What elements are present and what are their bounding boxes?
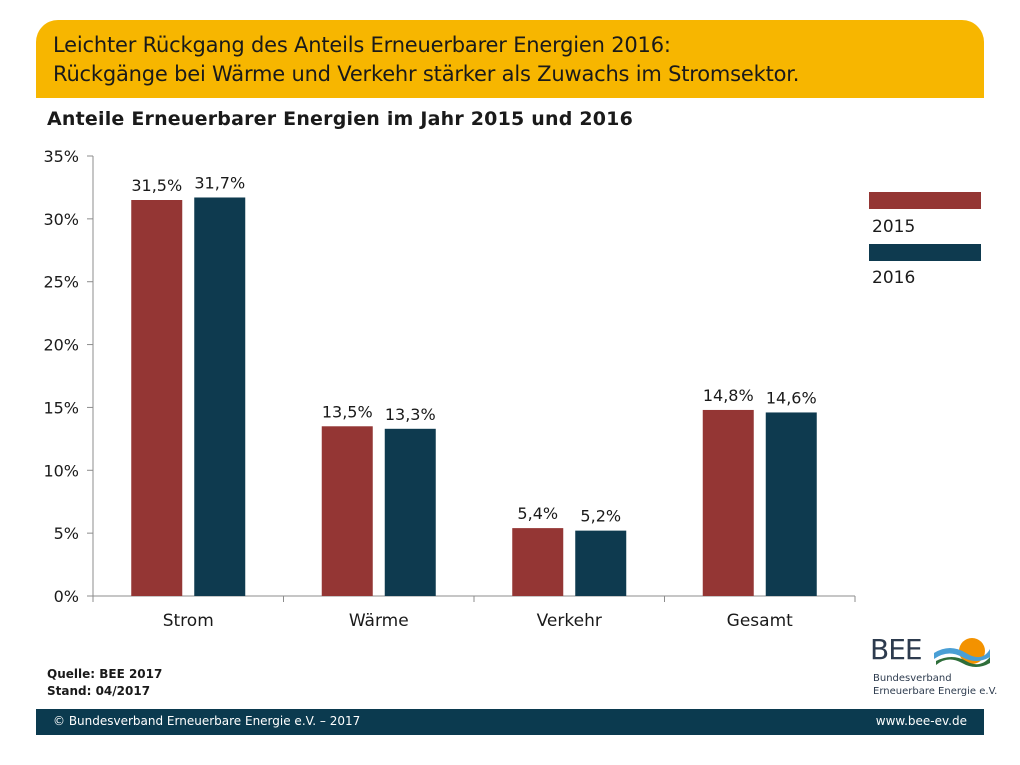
y-tick-label: 20% <box>43 336 79 355</box>
legend-label-2015: 2015 <box>872 217 916 237</box>
footer-bar: © Bundesverband Erneuerbare Energie e.V.… <box>36 709 984 735</box>
data-label-2016-2: 5,2% <box>580 507 621 526</box>
data-label-2016-1: 13,3% <box>385 405 436 424</box>
logo-sub-line2: Erneuerbare Energie e.V. <box>873 686 998 697</box>
logo-sub-line1: Bundesverband <box>873 673 952 684</box>
bar-2015-2 <box>512 528 564 596</box>
legend-swatch-2016 <box>869 244 981 261</box>
y-tick-label: 0% <box>54 587 79 606</box>
bar-2015-0 <box>131 200 183 596</box>
x-category-label: Verkehr <box>537 611 602 631</box>
y-tick-label: 25% <box>43 273 79 292</box>
chart-title: Anteile Erneuerbarer Energien im Jahr 20… <box>47 108 634 130</box>
y-tick-label: 30% <box>43 210 79 229</box>
bar-chart: 0% 5% 10% 15% 20% 25% 30% 35% 31,5% 31,7% Strom 13,… <box>43 147 856 631</box>
data-label-2015-1: 13,5% <box>322 402 373 421</box>
y-tick-label: 35% <box>43 147 79 166</box>
data-label-2015-3: 14,8% <box>703 386 754 405</box>
footer-website-link[interactable]: www.bee-ev.de <box>875 714 967 728</box>
footer-copyright: © Bundesverband Erneuerbare Energie e.V.… <box>53 714 361 728</box>
bar-2016-1 <box>384 428 436 596</box>
bar-2016-3 <box>765 412 817 596</box>
x-category-label: Wärme <box>349 611 409 631</box>
bar-2016-0 <box>194 197 246 596</box>
bee-logo: BEE Bundesverband Erneuerbare Energie e.… <box>870 633 997 703</box>
y-tick-label: 15% <box>43 398 79 417</box>
x-category-label: Gesamt <box>727 611 793 631</box>
legend-label-2016: 2016 <box>872 268 916 288</box>
y-tick-label: 10% <box>43 461 79 480</box>
header-title-line1: Leichter Rückgang des Anteils Erneuerbar… <box>53 33 671 57</box>
legend-swatch-2015 <box>869 192 981 209</box>
logo-wordmark: BEE <box>870 633 923 666</box>
data-label-2015-2: 5,4% <box>517 504 558 523</box>
data-label-2016-0: 31,7% <box>194 173 245 192</box>
bar-2016-2 <box>575 530 627 596</box>
header-title-line2: Rückgänge bei Wärme und Verkehr stärker … <box>53 62 800 86</box>
logo-wave-icon <box>934 638 990 667</box>
x-category-label: Strom <box>163 611 214 631</box>
y-tick-label: 5% <box>54 524 79 543</box>
data-label-2016-3: 14,6% <box>766 388 817 407</box>
header-banner <box>36 20 984 98</box>
source-note: Quelle: BEE 2017 <box>47 667 163 681</box>
data-label-2015-0: 31,5% <box>131 176 182 195</box>
bar-2015-1 <box>321 426 373 596</box>
stand-note: Stand: 04/2017 <box>47 684 151 698</box>
bar-2015-3 <box>702 409 754 596</box>
